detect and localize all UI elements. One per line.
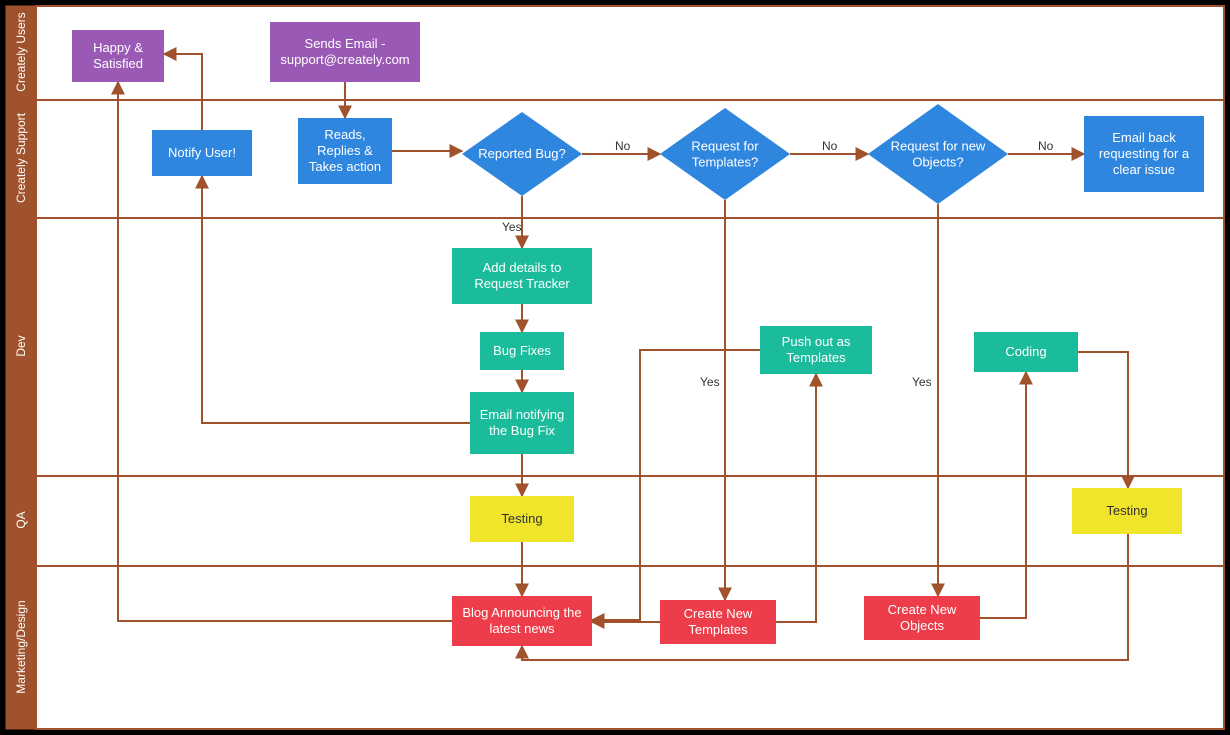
edge-label-3: No — [822, 139, 837, 153]
node-bugQ-label-wrap: Reported Bug? — [462, 112, 582, 196]
node-tmplQ-label: Request for Templates? — [673, 138, 777, 169]
node-tmplQ-label-wrap: Request for Templates? — [660, 108, 790, 200]
swimlane-flowchart: Creately UsersCreately Support Dev QA Marke… — [0, 0, 1230, 735]
node-notify: Notify User! — [152, 130, 252, 176]
node-sendsEmail: Sends Email - support@creately.com — [270, 22, 420, 82]
edge-label-4: No — [1038, 139, 1053, 153]
node-testing1: Testing — [470, 496, 574, 542]
edge-label-2: No — [615, 139, 630, 153]
lane-label-users: Creately Users — [14, 0, 28, 112]
node-bugFixes: Bug Fixes — [480, 332, 564, 370]
node-testing2: Testing — [1072, 488, 1182, 534]
node-coding: Coding — [974, 332, 1078, 372]
edge-label-5: Yes — [502, 220, 522, 234]
node-newTmpl: Create New Templates — [660, 600, 776, 644]
node-emailFix: Email notifying the Bug Fix — [470, 392, 574, 454]
node-reads: Reads, Replies & Takes action — [298, 118, 392, 184]
node-objQ-label: Request for new Objects? — [882, 138, 994, 169]
node-emailBack: Email back requesting for a clear issue — [1084, 116, 1204, 192]
lane-label-dev: Dev — [14, 286, 28, 406]
lane-label-support: Creately Support — [14, 98, 28, 218]
node-bugQ-label: Reported Bug? — [474, 146, 570, 162]
node-blog: Blog Announcing the latest news — [452, 596, 592, 646]
node-happy: Happy & Satisfied — [72, 30, 164, 82]
lane-label-mkt: Marketing/Design — [14, 587, 28, 707]
edge-label-10: Yes — [700, 375, 720, 389]
lane-label-qa: QA — [14, 460, 28, 580]
edge-label-13: Yes — [912, 375, 932, 389]
node-addDetails: Add details to Request Tracker — [452, 248, 592, 304]
node-newObj: Create New Objects — [864, 596, 980, 640]
node-objQ-label-wrap: Request for new Objects? — [868, 104, 1008, 204]
node-pushTmpl: Push out as Templates — [760, 326, 872, 374]
